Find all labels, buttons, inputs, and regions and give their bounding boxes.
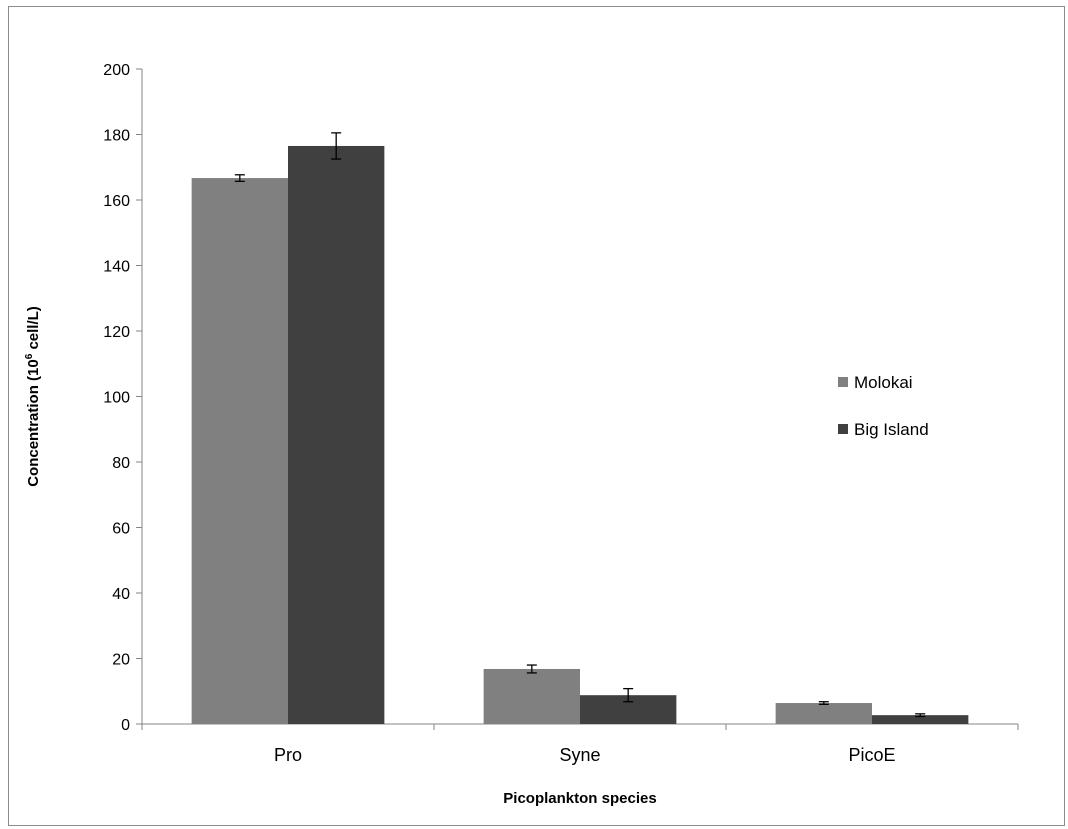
legend-swatch: [838, 424, 848, 434]
error-bar: [915, 713, 926, 718]
y-axis-title-tail: cell/L): [25, 306, 42, 354]
bar-molokai-pro: [191, 178, 288, 724]
legend-swatch: [838, 377, 848, 387]
legend-item: Molokai: [838, 373, 913, 392]
x-axis: Pro Syne PicoE: [141, 723, 1019, 765]
bars: [191, 145, 969, 724]
y-axis-title-superscript: 6: [24, 353, 35, 359]
y-tick-label: 60: [112, 521, 130, 538]
y-axis-title: Concentration (106 cell/L): [24, 306, 42, 487]
x-tick-label: PicoE: [848, 745, 895, 765]
bar-molokai-syne: [483, 668, 580, 724]
y-tick-label: 0: [121, 717, 130, 734]
x-axis-title: Picoplankton species: [503, 790, 656, 807]
y-tick-label: 80: [112, 455, 130, 472]
error-bar: [234, 174, 245, 182]
error-bar: [623, 687, 634, 703]
y-tick-label: 180: [103, 128, 130, 145]
y-axis-title-main: Concentration (10: [25, 359, 42, 487]
legend-label: Big Island: [854, 420, 929, 439]
bar-big-island-picoe: [872, 715, 969, 724]
error-bar: [526, 664, 537, 674]
error-bar: [331, 132, 342, 160]
legend-item: Big Island: [838, 420, 929, 439]
y-tick-label: 20: [112, 652, 130, 669]
x-tick-label: Syne: [559, 745, 600, 765]
legend: Molokai Big Island: [838, 373, 929, 439]
error-bar: [818, 701, 829, 705]
x-tick-label: Pro: [274, 745, 302, 765]
y-tick-label: 160: [103, 193, 130, 210]
error-bars: [234, 132, 926, 718]
legend-label: Molokai: [854, 373, 913, 392]
y-tick-label: 100: [103, 390, 130, 407]
bar-big-island-pro: [288, 145, 385, 724]
y-tick-label: 140: [103, 259, 130, 276]
bar-molokai-picoe: [775, 703, 872, 724]
y-tick-label: 120: [103, 324, 130, 341]
y-axis: 0 20 40 60 80 100 120 140 160 180 200: [103, 62, 143, 734]
y-tick-label: 40: [112, 586, 130, 603]
y-tick-label: 200: [103, 62, 130, 79]
